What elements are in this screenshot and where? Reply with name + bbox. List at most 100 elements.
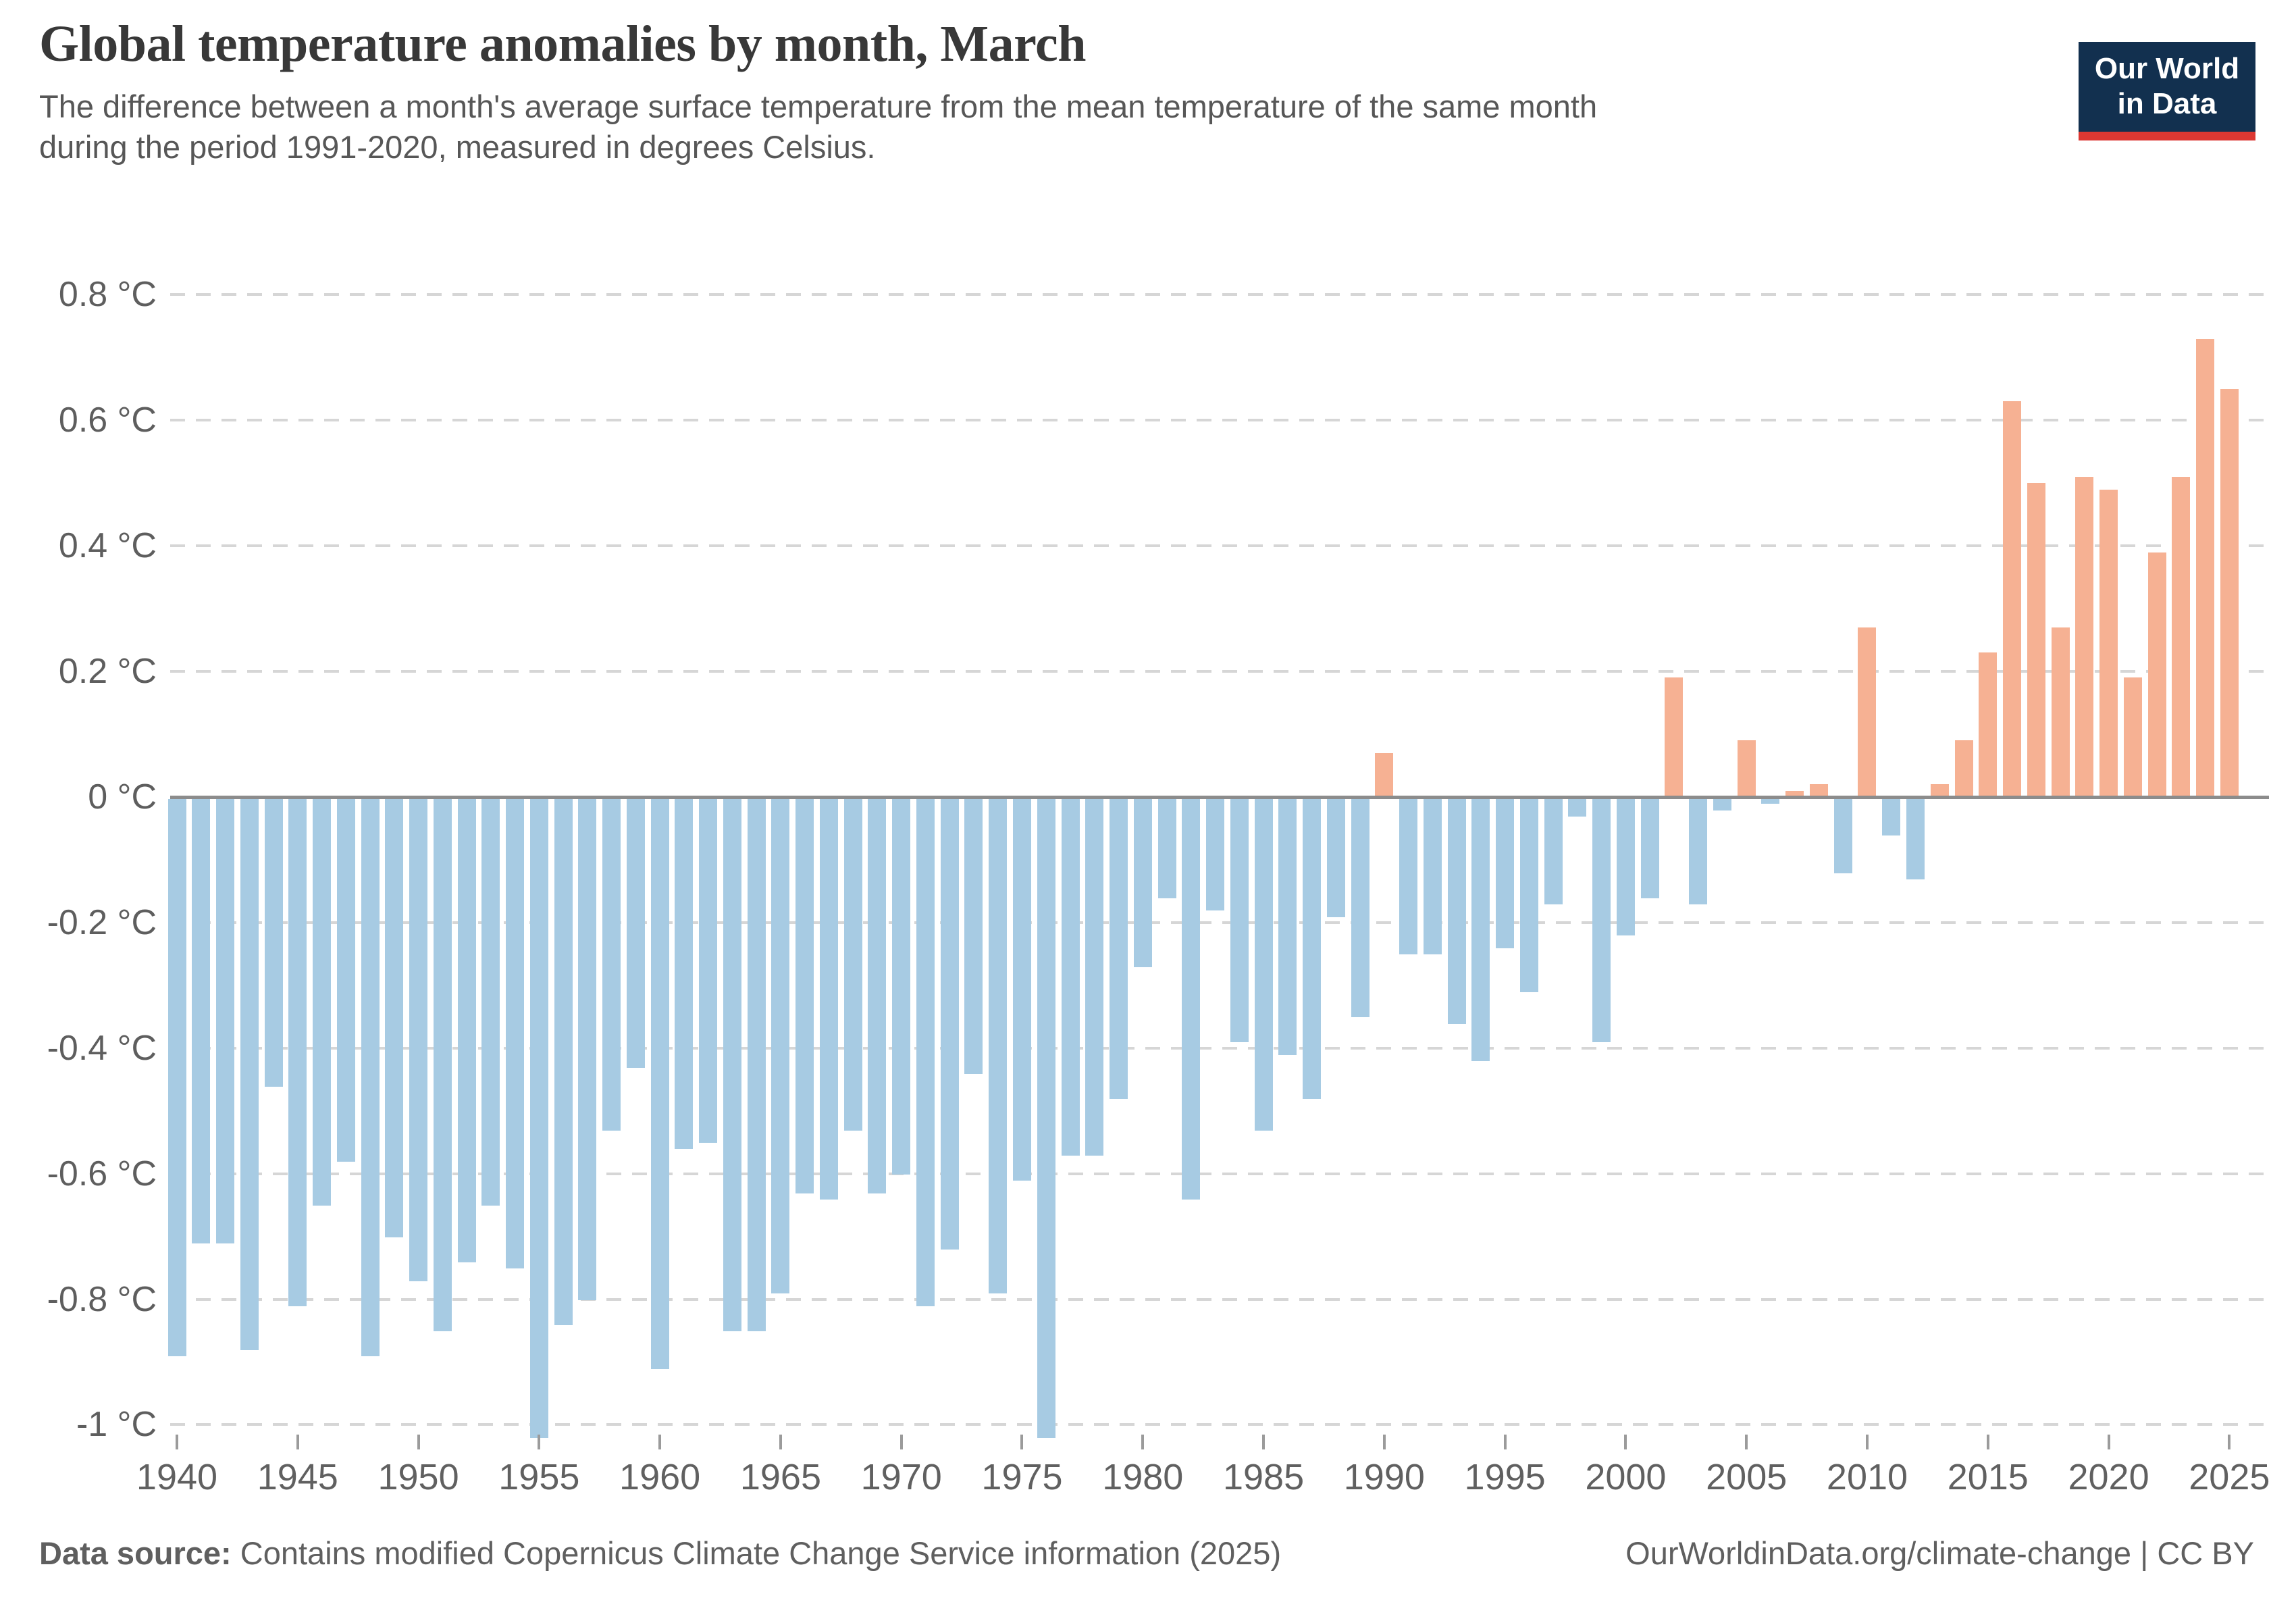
bar-1998[interactable] <box>1568 799 1587 817</box>
bar-1992[interactable] <box>1423 799 1442 955</box>
bar-1991[interactable] <box>1399 799 1418 955</box>
bar-2011[interactable] <box>1882 799 1901 835</box>
bar-1955[interactable] <box>529 799 548 1438</box>
bar-2019[interactable] <box>2075 477 2094 796</box>
bar-1983[interactable] <box>1206 799 1225 911</box>
bar-1943[interactable] <box>240 799 259 1350</box>
bar-1940[interactable] <box>167 799 186 1357</box>
bar-1957[interactable] <box>578 799 597 1300</box>
bar-1971[interactable] <box>916 799 935 1306</box>
owid-link-and-license[interactable]: OurWorldinData.org/climate-change | CC B… <box>1625 1535 2254 1571</box>
bar-2013[interactable] <box>1930 784 1949 796</box>
bar-1986[interactable] <box>1278 799 1297 1056</box>
bar-1973[interactable] <box>964 799 983 1074</box>
gridline <box>170 419 2269 422</box>
bar-1956[interactable] <box>554 799 573 1325</box>
x-axis-tick-label: 2005 <box>1706 1457 1788 1497</box>
bar-2015[interactable] <box>1979 652 1998 796</box>
bar-1966[interactable] <box>795 799 814 1193</box>
bar-1954[interactable] <box>506 799 525 1269</box>
bar-1997[interactable] <box>1544 799 1563 904</box>
bar-1977[interactable] <box>1061 799 1080 1156</box>
bar-1969[interactable] <box>868 799 887 1193</box>
data-source-note: Data source: Contains modified Copernicu… <box>39 1535 1281 1572</box>
bar-1972[interactable] <box>940 799 959 1250</box>
bar-2001[interactable] <box>1640 799 1659 898</box>
bar-1951[interactable] <box>433 799 452 1331</box>
bar-1953[interactable] <box>481 799 500 1206</box>
x-axis-tick-label: 1940 <box>136 1457 218 1497</box>
bar-1965[interactable] <box>771 799 790 1294</box>
bar-2018[interactable] <box>2051 627 2070 796</box>
bar-1960[interactable] <box>650 799 669 1369</box>
owid-logo[interactable]: Our World in Data <box>2079 42 2255 140</box>
y-axis-tick-label: 0.2 °C <box>58 652 157 692</box>
bar-2004[interactable] <box>1713 799 1731 810</box>
bar-1964[interactable] <box>747 799 766 1331</box>
bar-2007[interactable] <box>1785 790 1804 796</box>
bar-1950[interactable] <box>409 799 428 1281</box>
bar-1952[interactable] <box>457 799 476 1262</box>
bar-1989[interactable] <box>1351 799 1369 1018</box>
bar-1984[interactable] <box>1230 799 1249 1043</box>
bar-1976[interactable] <box>1037 799 1055 1438</box>
bar-1993[interactable] <box>1447 799 1466 1024</box>
bar-1959[interactable] <box>626 799 645 1068</box>
bar-2022[interactable] <box>2147 552 2166 796</box>
bar-1963[interactable] <box>723 799 741 1331</box>
bar-1981[interactable] <box>1157 799 1176 898</box>
x-axis-tick-label: 1965 <box>739 1457 821 1497</box>
bar-1985[interactable] <box>1254 799 1273 1131</box>
bar-1987[interactable] <box>1303 799 1322 1100</box>
bar-2012[interactable] <box>1906 799 1925 879</box>
bar-1975[interactable] <box>1012 799 1031 1181</box>
bar-2023[interactable] <box>2172 477 2191 796</box>
bar-1996[interactable] <box>1519 799 1538 993</box>
bar-2005[interactable] <box>1737 740 1756 796</box>
bar-1980[interactable] <box>1133 799 1152 967</box>
bar-1958[interactable] <box>602 799 621 1131</box>
bar-1949[interactable] <box>385 799 404 1237</box>
x-axis-tick-label: 1980 <box>1102 1457 1184 1497</box>
bar-1942[interactable] <box>216 799 234 1243</box>
bar-2024[interactable] <box>2196 338 2215 796</box>
bar-1979[interactable] <box>1110 799 1128 1100</box>
bar-2000[interactable] <box>1616 799 1635 936</box>
bar-1970[interactable] <box>892 799 911 1175</box>
bar-2010[interactable] <box>1858 627 1877 796</box>
bar-2003[interactable] <box>1689 799 1708 904</box>
bar-1941[interactable] <box>192 799 211 1243</box>
bar-1947[interactable] <box>336 799 355 1162</box>
x-axis-tick <box>176 1435 178 1449</box>
bar-2008[interactable] <box>1809 784 1828 796</box>
bar-1961[interactable] <box>675 799 694 1150</box>
bar-2006[interactable] <box>1761 799 1780 804</box>
x-axis-tick <box>1745 1435 1748 1449</box>
bar-2025[interactable] <box>2220 388 2239 796</box>
bar-2020[interactable] <box>2099 489 2118 796</box>
bar-2017[interactable] <box>2027 483 2045 796</box>
bar-1988[interactable] <box>1326 799 1345 917</box>
bar-2016[interactable] <box>2003 401 2022 796</box>
bar-2021[interactable] <box>2123 677 2142 796</box>
bar-1982[interactable] <box>1182 799 1201 1200</box>
bar-1945[interactable] <box>288 799 307 1306</box>
x-axis-tick <box>899 1435 903 1449</box>
bar-2002[interactable] <box>1665 677 1684 796</box>
bar-1967[interactable] <box>819 799 838 1200</box>
bar-1990[interactable] <box>1375 752 1394 796</box>
bar-1948[interactable] <box>361 799 380 1357</box>
x-axis-tick-label: 2010 <box>1826 1457 1908 1497</box>
gridline <box>170 1046 2269 1050</box>
bar-1944[interactable] <box>264 799 283 1087</box>
bar-1978[interactable] <box>1085 799 1104 1156</box>
bar-1974[interactable] <box>989 799 1008 1294</box>
bar-1994[interactable] <box>1471 799 1490 1062</box>
bar-2009[interactable] <box>1833 799 1852 873</box>
bar-1962[interactable] <box>699 799 718 1143</box>
bar-2014[interactable] <box>1954 740 1973 796</box>
bar-1946[interactable] <box>313 799 332 1206</box>
bar-1995[interactable] <box>1496 799 1515 949</box>
bar-1999[interactable] <box>1592 799 1611 1043</box>
bar-1968[interactable] <box>843 799 862 1131</box>
